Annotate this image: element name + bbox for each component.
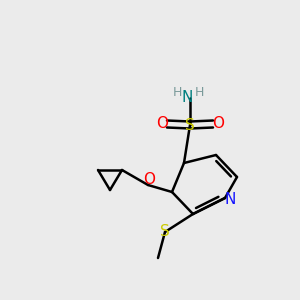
Text: N: N — [181, 91, 193, 106]
Text: O: O — [212, 116, 224, 131]
Text: S: S — [160, 224, 170, 239]
Text: O: O — [143, 172, 155, 188]
Text: H: H — [172, 85, 182, 98]
Text: S: S — [185, 118, 195, 133]
Text: O: O — [156, 116, 168, 131]
Text: H: H — [194, 85, 204, 98]
Text: N: N — [224, 193, 236, 208]
